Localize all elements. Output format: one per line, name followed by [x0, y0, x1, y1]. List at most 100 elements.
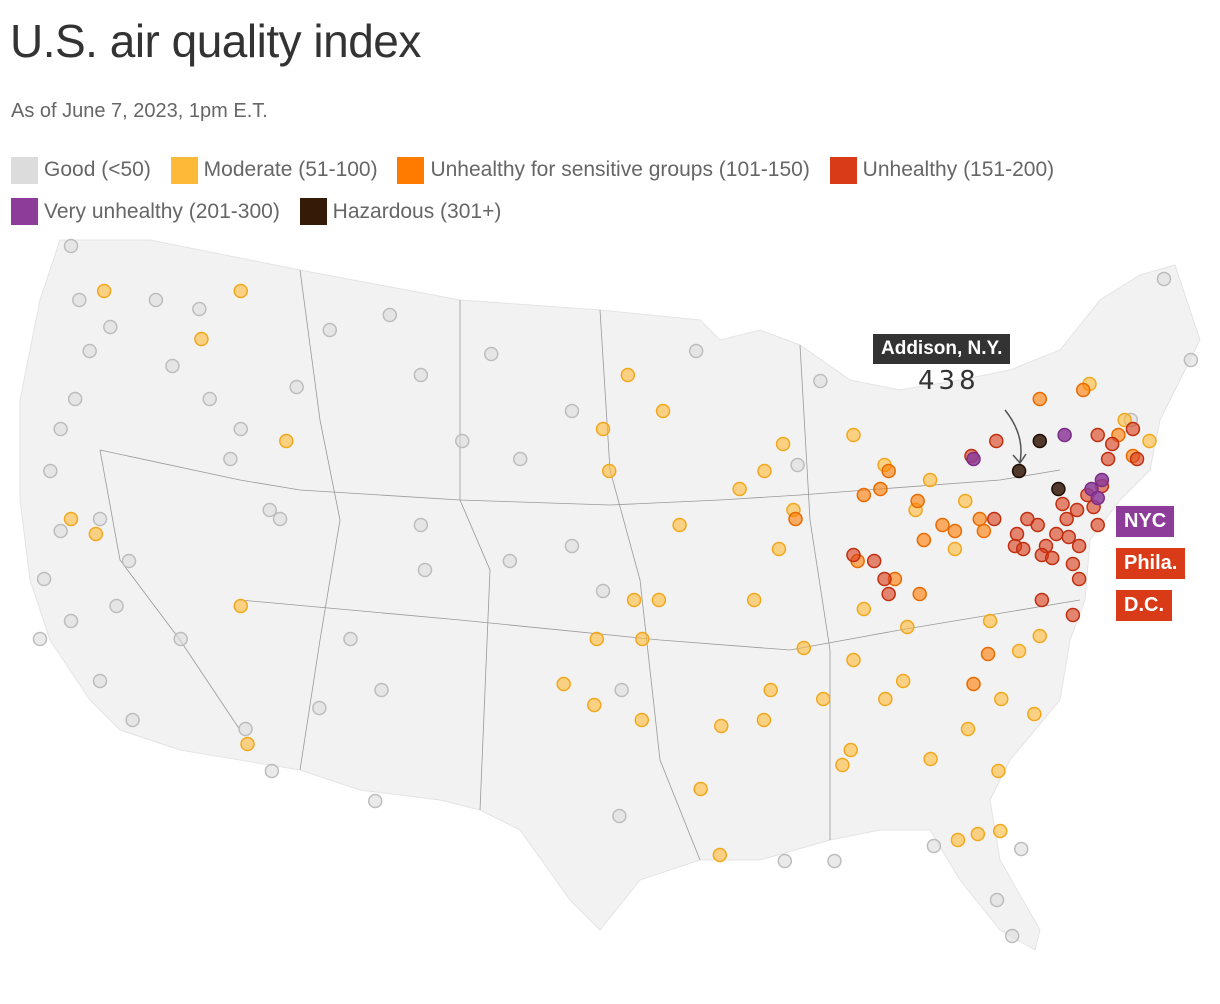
station-dot-usg [947, 523, 963, 539]
station-dot-usg [980, 646, 996, 662]
legend-label: Hazardous (301+) [332, 199, 502, 223]
legend-label: Very unhealthy (201-300) [44, 199, 280, 223]
station-dot-moderate [626, 592, 642, 608]
station-dot-good [63, 613, 79, 629]
station-dot-moderate [846, 652, 861, 668]
station-dot-moderate [771, 541, 787, 557]
station-dot-moderate [233, 283, 249, 299]
station-dot-moderate [1027, 706, 1042, 722]
station-dot-moderate [835, 757, 850, 773]
station-dot-moderate [992, 823, 1008, 839]
station-dot-moderate [950, 832, 966, 848]
station-dot-good [322, 322, 338, 338]
station-dot-good [53, 421, 68, 437]
legend-item-moderate: Moderate (51-100) [170, 153, 378, 187]
station-dot-good [272, 511, 288, 527]
station-dot-good [1014, 841, 1029, 857]
station-dot-moderate [595, 421, 611, 437]
legend-swatch [829, 156, 857, 184]
station-dot-unhealthy [1090, 427, 1105, 443]
callout-arrow [1004, 409, 1022, 463]
station-dot-good [192, 301, 207, 317]
station-dot-usg [881, 463, 896, 479]
station-dot-good [312, 700, 327, 716]
callout-place-label: Addison, N.Y. [873, 334, 1011, 364]
legend-swatch [170, 156, 198, 184]
station-dot-good [989, 892, 1005, 908]
station-dot-good [777, 853, 793, 869]
station-dot-unhealthy [1034, 592, 1050, 608]
station-dot-moderate [655, 403, 671, 419]
station-dot-moderate [982, 613, 998, 629]
station-dot-usg [910, 493, 925, 509]
station-dot-moderate [900, 619, 915, 635]
station-dot-moderate [815, 691, 831, 707]
legend-item-unhealthy: Unhealthy (151-200) [829, 153, 1054, 187]
station-dot-unhealthy [1049, 526, 1064, 542]
station-dot-moderate [994, 691, 1009, 707]
station-dot-good [67, 391, 83, 407]
station-dot-moderate [756, 712, 772, 728]
station-dot-moderate [796, 640, 812, 656]
station-dot-good [343, 631, 358, 647]
station-dot-moderate [856, 601, 872, 617]
station-dot-hazardous [1051, 481, 1066, 497]
station-dot-unhealthy [877, 571, 892, 587]
station-dot-moderate [712, 847, 728, 863]
station-dot-moderate [556, 676, 571, 692]
station-dot-moderate [240, 736, 255, 752]
station-dot-good [612, 808, 627, 824]
state-borders [99, 269, 1081, 861]
station-dot-good [413, 517, 429, 533]
station-dot-good [790, 457, 805, 473]
station-dot-moderate [895, 673, 911, 689]
station-dot-good [1156, 271, 1172, 287]
station-dot-good [72, 292, 87, 308]
city-label-phila: Phila. [1116, 548, 1186, 579]
station-dot-unhealthy [1065, 556, 1081, 572]
station-dot-moderate [672, 517, 687, 533]
station-dot-good [92, 511, 108, 527]
station-dot-good [63, 238, 79, 254]
station-dot-moderate [922, 472, 938, 488]
legend-swatch [11, 198, 38, 225]
station-dot-good [233, 421, 249, 437]
subtitle: As of June 7, 2023, 1pm E.T. [11, 100, 268, 122]
station-dot-unhealthy [1069, 502, 1085, 518]
station-dot-good [173, 631, 188, 647]
station-dot-good [53, 523, 68, 539]
station-dot-moderate [88, 526, 104, 542]
station-dot-unhealthy [1065, 607, 1081, 623]
station-dot-good [413, 367, 429, 383]
station-dot-good [813, 373, 828, 389]
station-dot-unhealthy [1090, 517, 1105, 533]
station-dot-usg [972, 511, 987, 527]
station-dot-moderate [960, 721, 976, 737]
station-dot-good [32, 631, 48, 647]
station-dot-moderate [1011, 643, 1027, 659]
legend-item-usg: Unhealthy for sensitive groups (101-150) [397, 153, 810, 187]
station-dot-moderate [651, 592, 667, 608]
station-dot-moderate [746, 592, 762, 608]
station-dot-usg [966, 676, 981, 692]
station-dot-moderate [693, 781, 708, 797]
station-dot-good [125, 712, 140, 728]
station-dot-unhealthy [1055, 496, 1070, 512]
station-dot-unhealthy [1071, 538, 1087, 554]
station-dot-moderate [775, 436, 791, 452]
page-title: U.S. air quality index [10, 15, 421, 67]
station-dot-usg [912, 586, 927, 602]
station-dot-moderate [233, 598, 249, 614]
callout-value: 438 [918, 366, 980, 396]
station-dot-moderate [923, 751, 938, 767]
station-dot-unhealthy [1071, 571, 1087, 587]
station-dot-good [926, 838, 942, 854]
station-dot-usg [1032, 391, 1048, 407]
station-dot-moderate [846, 427, 861, 443]
legend: Good (<50) Moderate (51-100) Unhealthy f… [11, 153, 1211, 236]
station-dot-unhealthy [881, 586, 896, 602]
legend-item-hazardous: Hazardous (301+) [299, 195, 502, 229]
station-dot-unhealthy [986, 511, 1002, 527]
station-dot-good [367, 793, 383, 809]
